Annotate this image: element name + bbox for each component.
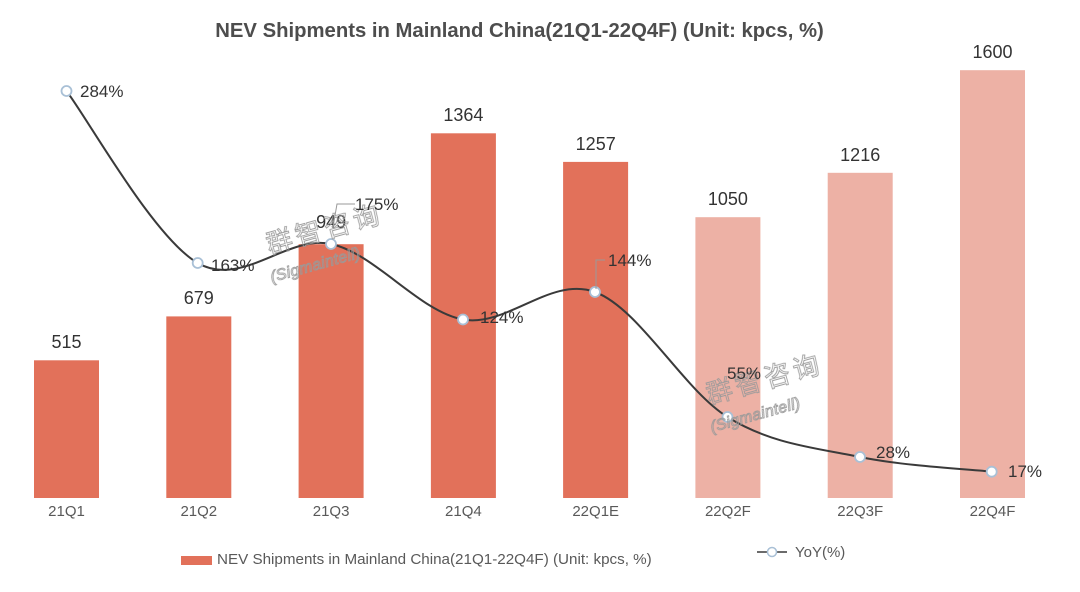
svg-text:1216: 1216 xyxy=(840,145,880,165)
svg-text:284%: 284% xyxy=(80,82,123,101)
svg-text:515: 515 xyxy=(51,332,81,352)
svg-text:1050: 1050 xyxy=(708,189,748,209)
svg-text:1600: 1600 xyxy=(972,42,1012,62)
svg-text:1364: 1364 xyxy=(443,105,483,125)
svg-text:175%: 175% xyxy=(355,195,398,214)
svg-text:21Q3: 21Q3 xyxy=(313,503,350,520)
svg-text:679: 679 xyxy=(184,288,214,308)
svg-text:28%: 28% xyxy=(876,443,910,462)
svg-text:21Q2: 21Q2 xyxy=(180,503,217,520)
svg-text:22Q4F: 22Q4F xyxy=(970,503,1016,520)
svg-text:17%: 17% xyxy=(1008,462,1042,481)
svg-text:NEV Shipments in Mainland Chin: NEV Shipments in Mainland China(21Q1-22Q… xyxy=(215,20,824,42)
svg-text:55%: 55% xyxy=(727,364,761,383)
svg-text:22Q1E: 22Q1E xyxy=(572,503,619,520)
svg-text:21Q4: 21Q4 xyxy=(445,503,482,520)
svg-text:22Q2F: 22Q2F xyxy=(705,503,751,520)
svg-text:21Q1: 21Q1 xyxy=(48,503,85,520)
svg-text:144%: 144% xyxy=(608,251,651,270)
svg-text:163%: 163% xyxy=(211,256,254,275)
svg-text:124%: 124% xyxy=(480,308,523,327)
svg-text:NEV Shipments in Mainland Chin: NEV Shipments in Mainland China(21Q1-22Q… xyxy=(217,551,652,568)
svg-text:YoY(%): YoY(%) xyxy=(795,544,845,561)
svg-text:22Q3F: 22Q3F xyxy=(837,503,883,520)
svg-text:1257: 1257 xyxy=(576,134,616,154)
